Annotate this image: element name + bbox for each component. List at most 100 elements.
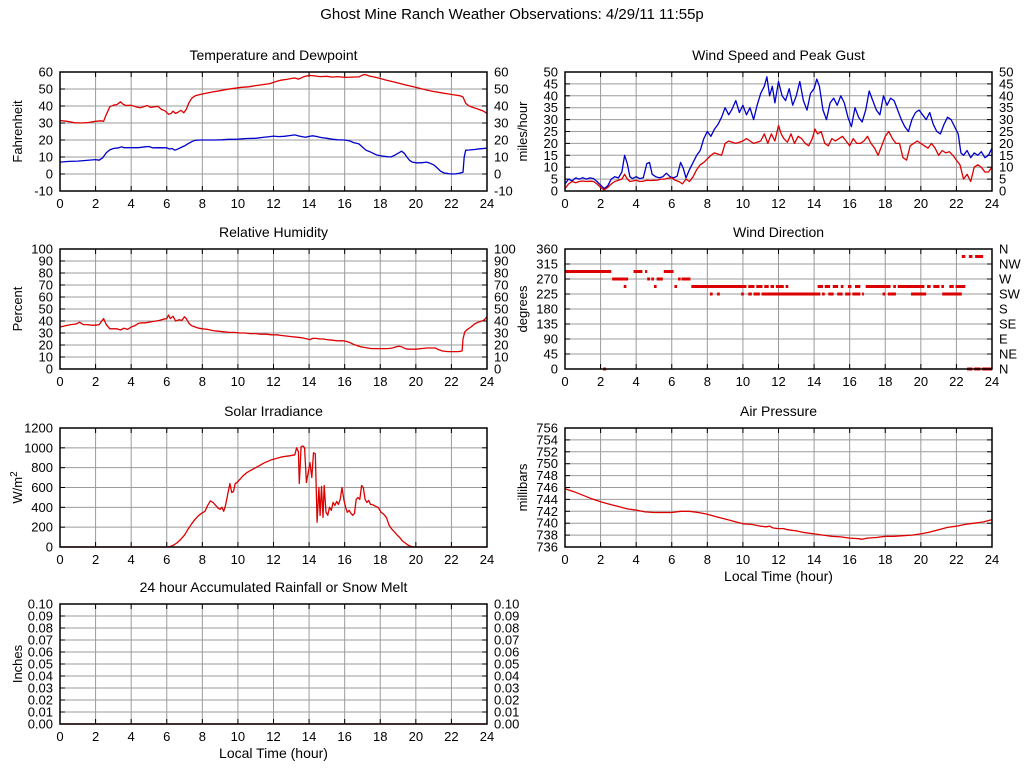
y-tick-label: 10 — [39, 350, 53, 365]
x-tick-label: 12 — [771, 374, 785, 389]
y-tick-label-right: 40 — [494, 314, 508, 329]
y-tick-label-right: 30 — [494, 326, 508, 341]
x-tick-label: 18 — [878, 374, 892, 389]
y-tick-label: 1000 — [24, 440, 53, 455]
x-tick-label: 6 — [163, 374, 170, 389]
x-tick-label: 0 — [56, 196, 63, 211]
y-tick-label-right: 0.06 — [494, 645, 519, 660]
x-tick-label: 24 — [480, 196, 494, 211]
y-tick-label: 736 — [536, 540, 558, 555]
y-axis-label-base: W/m — [10, 477, 25, 504]
y-tick-label: 25 — [544, 124, 558, 139]
y-tick-label: 180 — [536, 302, 558, 317]
y-axis-label: Inches — [10, 644, 25, 683]
x-tick-label: 14 — [302, 552, 316, 567]
y-tick-label: 90 — [39, 254, 53, 269]
y-tick-label: 0 — [46, 362, 53, 377]
x-tick-label: 4 — [128, 552, 135, 567]
series-peak-gust — [564, 76, 993, 190]
x-tick-label: 20 — [914, 196, 928, 211]
y-tick-label: 90 — [544, 332, 558, 347]
x-tick-label: 24 — [985, 196, 999, 211]
y-tick-label-right: 30 — [494, 116, 508, 131]
y-tick-label-right: 50 — [999, 65, 1013, 80]
x-tick-label: 22 — [949, 552, 963, 567]
x-tick-label: 14 — [807, 552, 821, 567]
y-tick-label-right: -10 — [494, 184, 513, 199]
x-tick-label: 10 — [231, 196, 245, 211]
y-tick-label: -10 — [34, 184, 53, 199]
x-tick-label: 6 — [668, 374, 675, 389]
x-tick-label: 14 — [807, 374, 821, 389]
y-tick-label: 60 — [39, 65, 53, 80]
y-tick-label: 400 — [31, 500, 53, 515]
y-tick-label: 135 — [536, 317, 558, 332]
y-tick-label-right: 40 — [494, 99, 508, 114]
y-tick-label-right: 0.04 — [494, 669, 519, 684]
y-tick-label: 0 — [551, 184, 558, 199]
plot-border — [59, 248, 488, 370]
x-tick-label: 4 — [128, 374, 135, 389]
series-wind-speed — [564, 124, 993, 191]
y-tick-label-right: 0.02 — [494, 693, 519, 708]
y-tick-label: 0.05 — [28, 657, 53, 672]
y-tick-label: 50 — [39, 82, 53, 97]
x-tick-label: 16 — [337, 729, 351, 744]
y-tick-label: 0.09 — [28, 609, 53, 624]
x-tick-label: 6 — [668, 552, 675, 567]
x-tick-label: 2 — [92, 729, 99, 744]
y-tick-label-right: 10 — [494, 350, 508, 365]
y-tick-label-right: 0.08 — [494, 621, 519, 636]
series-pressure — [564, 488, 993, 540]
y-axis-label: Fahrenheit — [10, 100, 25, 163]
y-tick-label: 0.00 — [28, 717, 53, 732]
y-tick-label: 20 — [39, 338, 53, 353]
x-tick-label: 8 — [199, 196, 206, 211]
y-tick-label: 70 — [39, 278, 53, 293]
y-tick-label-right: 15 — [999, 148, 1013, 163]
x-tick-label: 22 — [444, 196, 458, 211]
x-tick-label: 24 — [480, 374, 494, 389]
y-tick-label: 200 — [31, 520, 53, 535]
y-tick-label-right: 20 — [494, 133, 508, 148]
x-tick-label: 12 — [771, 196, 785, 211]
chart-title: Relative Humidity — [219, 224, 328, 240]
y-tick-label-right: 10 — [494, 150, 508, 165]
x-tick-label: 22 — [444, 374, 458, 389]
y-tick-label-right: SE — [999, 317, 1017, 332]
y-tick-label-right: 70 — [494, 278, 508, 293]
x-tick-label: 2 — [92, 552, 99, 567]
y-tick-label-right: 35 — [999, 100, 1013, 115]
x-tick-label: 18 — [373, 374, 387, 389]
x-tick-label: 24 — [480, 552, 494, 567]
y-tick-label-right: W — [999, 272, 1012, 287]
y-tick-label-right: S — [999, 302, 1008, 317]
x-tick-label: 10 — [231, 729, 245, 744]
y-tick-label-right: 45 — [999, 76, 1013, 91]
y-tick-label-right: 50 — [494, 302, 508, 317]
x-tick-label: 6 — [668, 196, 675, 211]
x-tick-label: 4 — [633, 374, 640, 389]
y-tick-label: 754 — [536, 432, 558, 447]
x-tick-label: 16 — [337, 374, 351, 389]
chart-title: Wind Speed and Peak Gust — [692, 47, 865, 63]
y-tick-label: 35 — [544, 100, 558, 115]
x-tick-label: 10 — [736, 196, 750, 211]
y-tick-label-right: NE — [999, 347, 1017, 362]
y-tick-label: 50 — [544, 65, 558, 80]
y-tick-label: 100 — [31, 242, 53, 257]
x-tick-label: 18 — [373, 552, 387, 567]
x-axis-label: Local Time (hour) — [219, 745, 328, 761]
chart-title: Air Pressure — [740, 403, 817, 419]
x-tick-label: 0 — [561, 374, 568, 389]
y-tick-label: 0.10 — [28, 597, 53, 612]
y-tick-label: 225 — [536, 287, 558, 302]
x-tick-label: 20 — [914, 374, 928, 389]
y-tick-label-right: 20 — [999, 136, 1013, 151]
x-tick-label: 16 — [337, 552, 351, 567]
